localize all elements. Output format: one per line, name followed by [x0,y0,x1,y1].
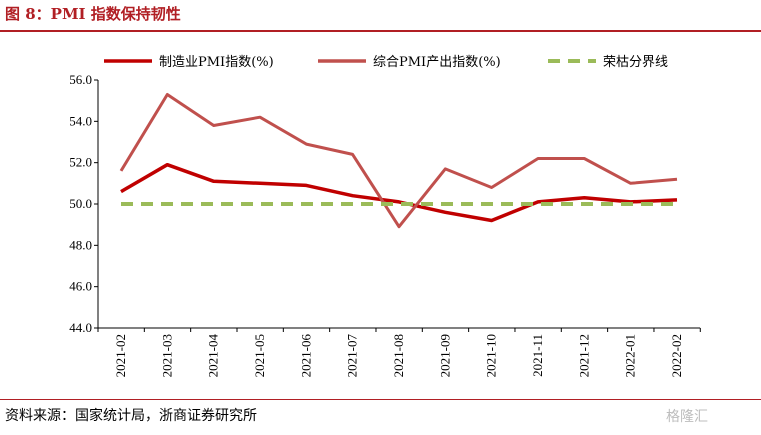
y-tick-label: 48.0 [69,237,92,252]
x-tick-label: 2021-09 [437,334,452,377]
y-axis: 44.0 46.0 48.0 50.0 52.0 54.0 56.0 [69,72,99,335]
series-line-1 [120,162,678,223]
watermark: 格隆汇 [666,409,708,425]
figure-title: 图 8：PMI 指数保持韧性 [5,5,181,23]
legend-label: 制造业PMI指数(%) [159,55,274,70]
y-tick-label: 44.0 [69,320,92,335]
x-tick-label: 2021-12 [576,334,591,377]
pmi-line-chart: 制造业PMI指数(%) 综合PMI产出指数(%) 荣枯分界线 44.0 46.0 48.… [69,55,701,378]
x-axis: 2021-02 2021-03 2021-04 2021-05 2021-06 2021-… [97,327,701,378]
legend: 制造业PMI指数(%) 综合PMI产出指数(%) 荣枯分界线 [104,55,668,70]
legend-label: 综合PMI产出指数(%) [373,55,501,70]
x-tick-label: 2021-08 [391,334,406,377]
x-tick-label: 2021-02 [113,334,128,377]
y-tick-label: 56.0 [69,72,92,87]
source-rule [0,399,761,400]
y-tick-label: 52.0 [69,155,92,170]
series-lines [119,93,678,229]
x-tick-label: 2022-02 [669,334,684,377]
x-tick-label: 2021-03 [159,334,174,377]
x-tick-label: 2021-11 [530,334,545,377]
series-line-2 [119,93,678,229]
x-tick-label: 2021-04 [206,334,221,378]
x-tick-label: 2021-10 [484,334,499,377]
x-tick-label: 2022-01 [623,334,638,377]
x-tick-label: 2021-05 [252,334,267,377]
y-tick-label: 54.0 [69,113,92,128]
y-tick-label: 46.0 [69,279,92,294]
source-note: 资料来源：国家统计局，浙商证券研究所 [5,408,257,424]
x-tick-label: 2021-06 [298,334,313,378]
y-tick-label: 50.0 [69,196,92,211]
title-rule [0,30,761,32]
x-tick-label: 2021-07 [345,334,360,378]
legend-label: 荣枯分界线 [603,55,668,70]
